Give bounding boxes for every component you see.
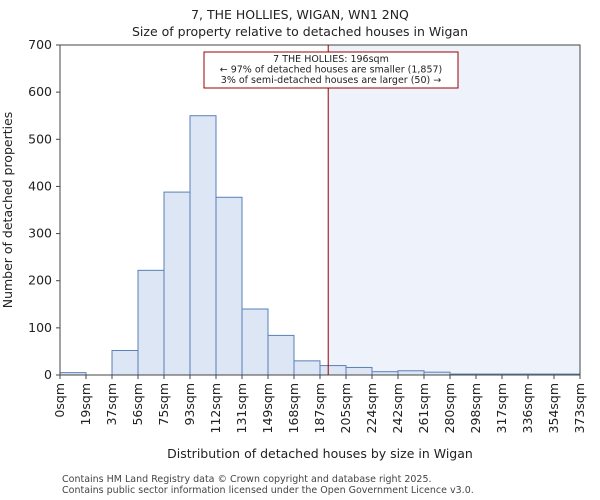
- y-axis-label: Number of detached properties: [0, 112, 15, 309]
- x-tick-label: 261sqm: [416, 383, 431, 433]
- y-tick-label: 400: [28, 178, 52, 193]
- chart-subtitle: Size of property relative to detached ho…: [132, 24, 468, 39]
- y-tick-label: 200: [28, 273, 52, 288]
- annotation-line: ← 97% of detached houses are smaller (1,…: [220, 65, 443, 76]
- x-tick-label: 168sqm: [286, 383, 301, 433]
- chart-title: 7, THE HOLLIES, WIGAN, WN1 2NQ: [191, 7, 409, 22]
- y-tick-label: 0: [44, 367, 52, 382]
- x-tick-label: 242sqm: [390, 383, 405, 433]
- histogram-bar: [163, 191, 191, 376]
- x-tick-label: 93sqm: [182, 383, 197, 426]
- x-tick-label: 354sqm: [546, 383, 561, 433]
- x-tick-label: 56sqm: [130, 383, 145, 426]
- x-tick-label: 336sqm: [520, 383, 535, 433]
- x-tick-label: 317sqm: [494, 383, 509, 433]
- histogram-bar: [293, 360, 321, 376]
- histogram-bar: [189, 115, 217, 376]
- histogram-bar: [215, 196, 243, 376]
- histogram-bar: [319, 365, 347, 376]
- x-tick-label: 149sqm: [260, 383, 275, 433]
- x-tick-label: 373sqm: [572, 383, 587, 433]
- x-tick-label: 187sqm: [312, 383, 327, 433]
- x-tick-label: 112sqm: [208, 383, 223, 433]
- y-tick-label: 600: [28, 84, 52, 99]
- footer-line-2: Contains public sector information licen…: [62, 485, 474, 496]
- histogram-bar: [397, 370, 425, 376]
- annotation-line: 7 THE HOLLIES: 196sqm: [273, 54, 389, 65]
- footer-line-1: Contains HM Land Registry data © Crown c…: [62, 474, 432, 485]
- x-axis-label: Distribution of detached houses by size …: [167, 446, 473, 461]
- x-tick-label: 19sqm: [78, 383, 93, 426]
- annotation-line: 3% of semi-detached houses are larger (5…: [221, 75, 441, 86]
- y-tick-label: 300: [28, 226, 52, 241]
- histogram-bar: [111, 349, 139, 376]
- histogram-bar: [241, 308, 269, 376]
- x-tick-label: 75sqm: [156, 383, 171, 426]
- y-tick-label: 100: [28, 320, 52, 335]
- x-tick-label: 37sqm: [104, 383, 119, 426]
- histogram-bar: [137, 269, 165, 376]
- x-tick-label: 224sqm: [364, 383, 379, 433]
- annotation-box: [203, 51, 459, 89]
- larger-region-highlight: [328, 45, 580, 375]
- x-tick-label: 298sqm: [468, 383, 483, 433]
- y-tick-label: 500: [28, 131, 52, 146]
- x-tick-label: 280sqm: [442, 383, 457, 433]
- histogram-bar: [345, 366, 373, 376]
- y-tick-label: 700: [28, 37, 52, 52]
- x-tick-label: 0sqm: [52, 383, 67, 418]
- x-tick-label: 205sqm: [338, 383, 353, 433]
- chart-title-block: 7, THE HOLLIES, WIGAN, WN1 2NQ Size of p…: [0, 6, 600, 40]
- histogram-bar: [267, 334, 295, 376]
- x-tick-label: 131sqm: [234, 383, 249, 433]
